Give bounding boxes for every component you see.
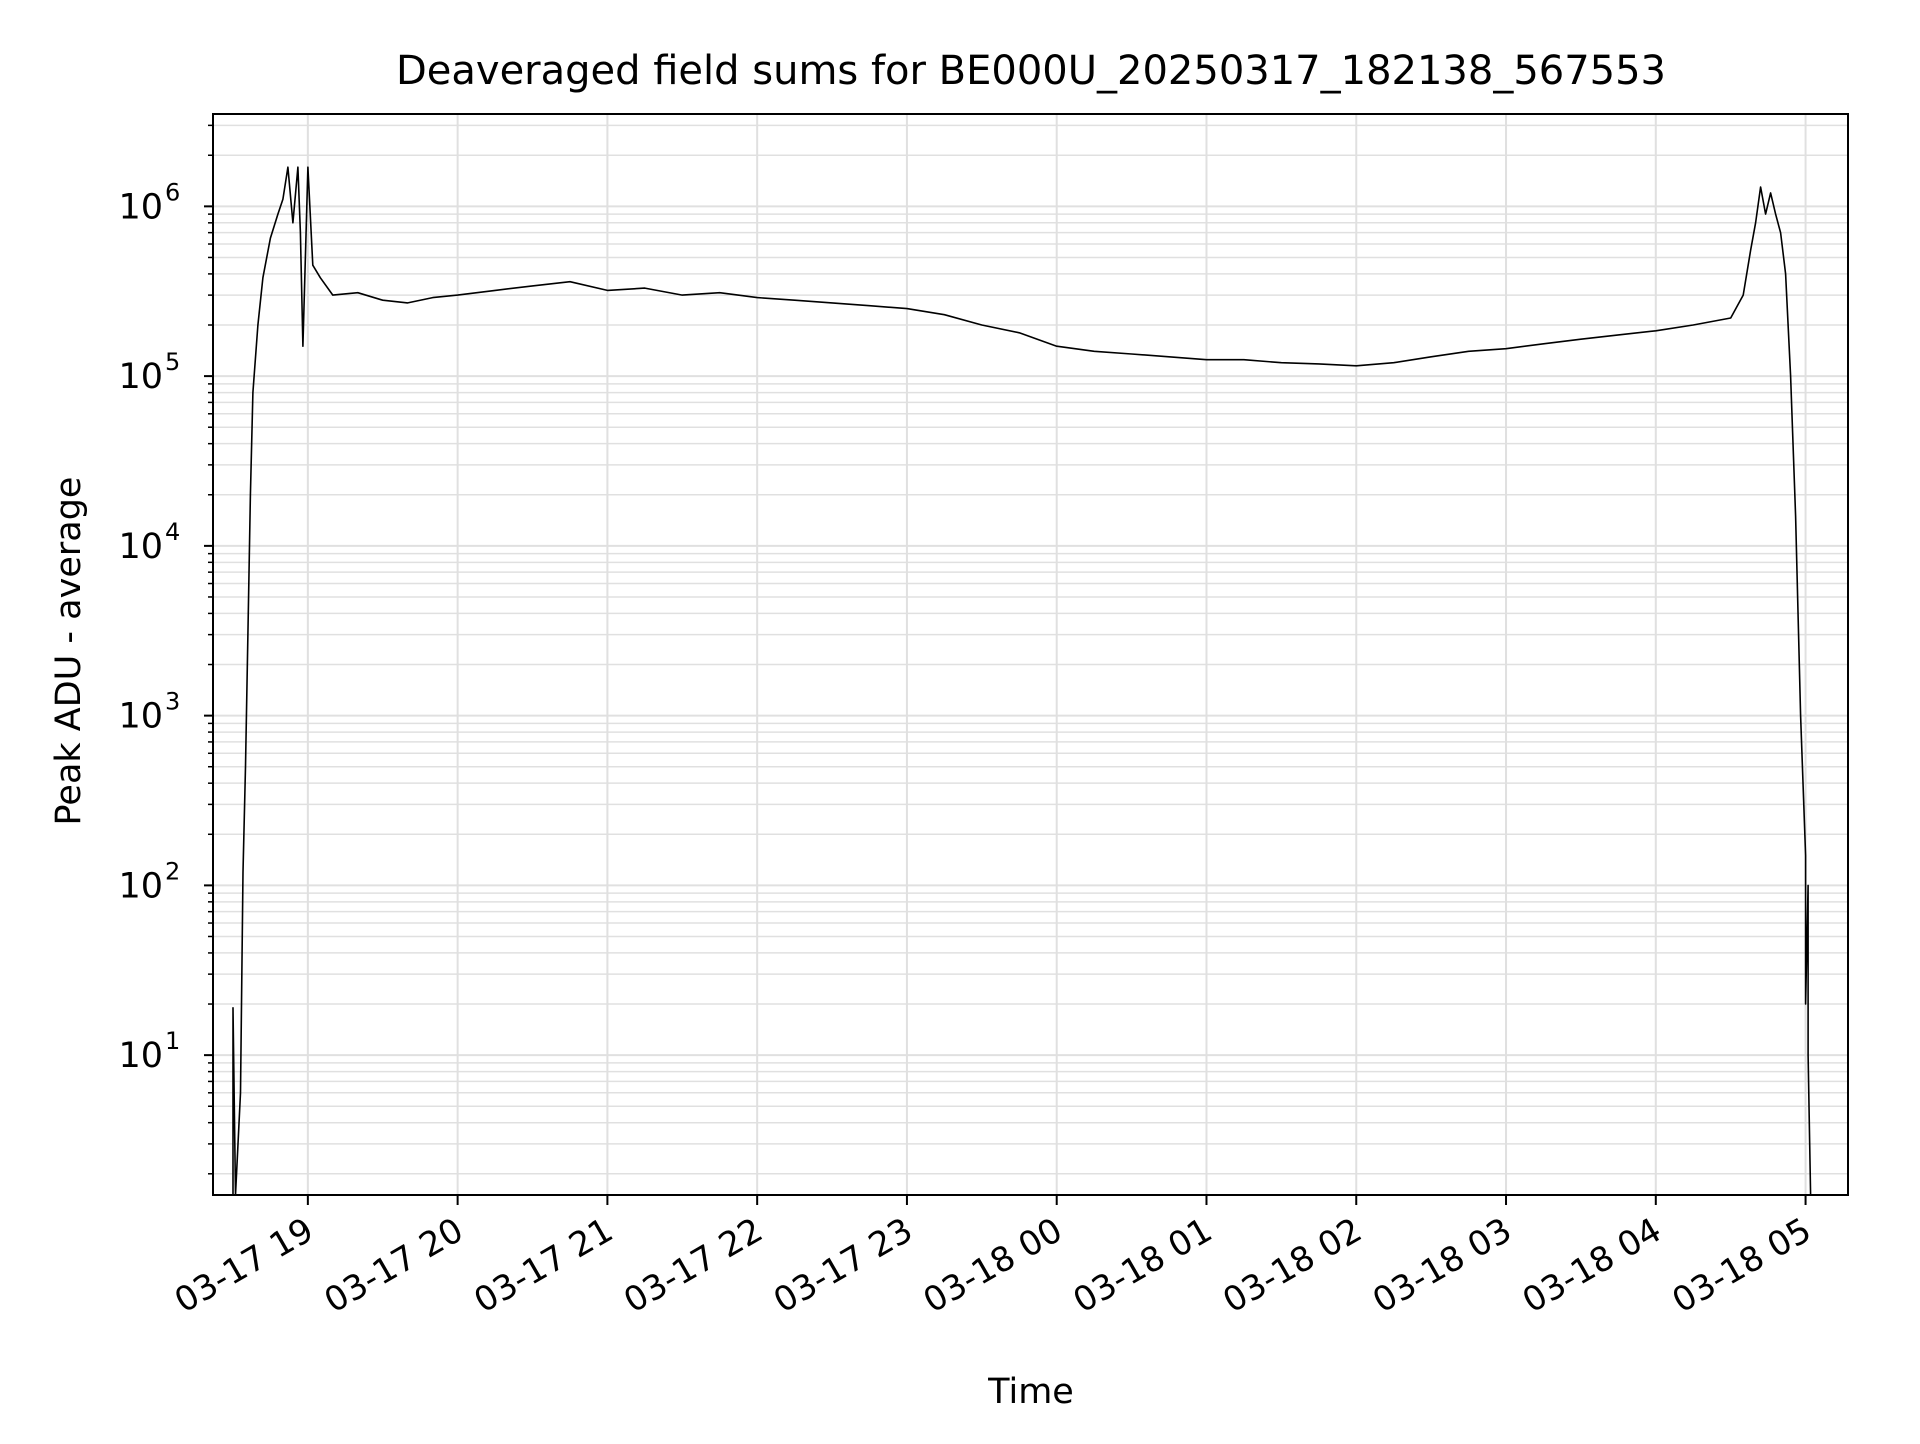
- y-tick-label: 10: [118, 1036, 163, 1076]
- y-tick-label-exponent: 5: [165, 348, 180, 376]
- y-tick-label-exponent: 4: [165, 518, 180, 546]
- plot-frame: [212, 113, 1849, 1196]
- series-layer: [232, 166, 1812, 1196]
- y-axis-label: Peak ADU - average: [49, 477, 89, 826]
- y-tick-label-exponent: 6: [165, 178, 180, 206]
- y-tick-label: 10: [118, 866, 163, 906]
- y-tick-label: 10: [118, 357, 163, 397]
- y-tick-label: 10: [118, 697, 163, 737]
- y-tick-label-exponent: 3: [165, 688, 180, 716]
- y-tick-label: 10: [118, 187, 163, 227]
- series-line: [232, 166, 1812, 1196]
- chart-title: Deaveraged field sums for BE000U_2025031…: [396, 48, 1666, 94]
- y-tick-label-exponent: 2: [165, 857, 180, 885]
- y-tick-label: 10: [118, 527, 163, 567]
- x-axis-label: Time: [987, 1372, 1074, 1412]
- y-tick-label-exponent: 1: [165, 1027, 180, 1055]
- grid-lines: [213, 114, 1848, 1195]
